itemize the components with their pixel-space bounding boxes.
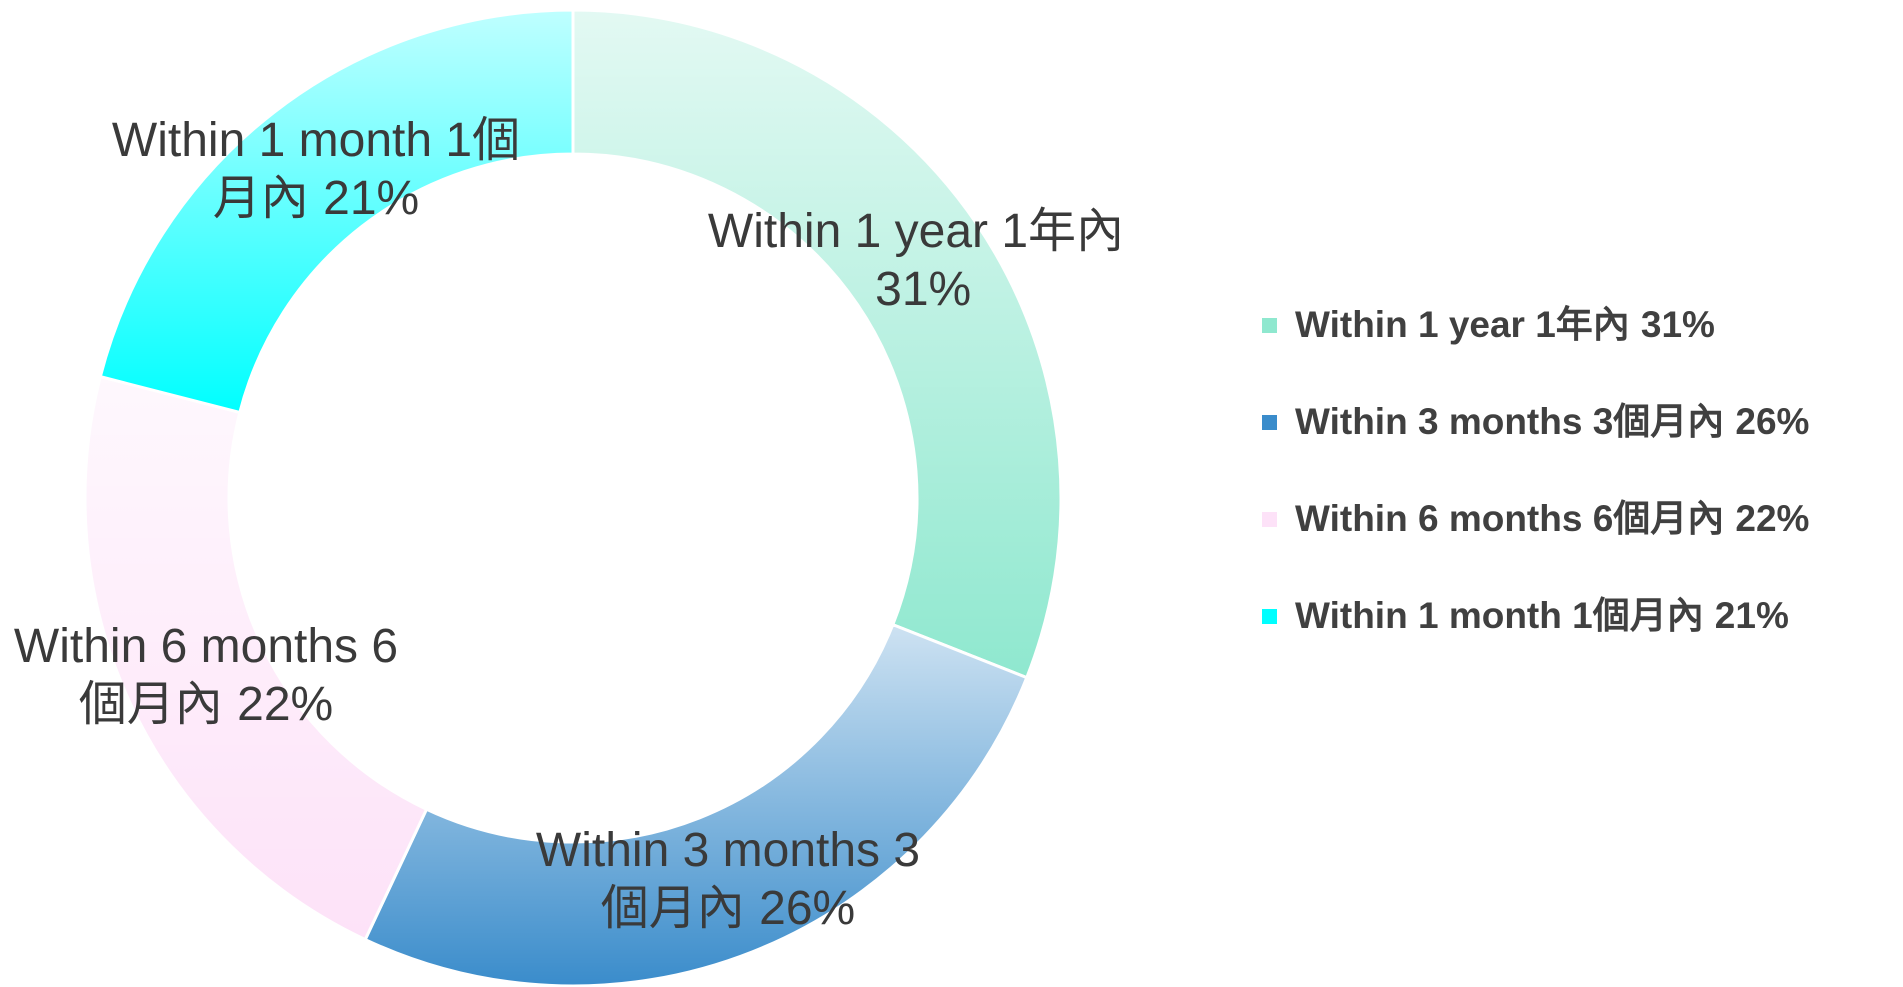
legend-entry: Within 3 months 3個月內 26% [1262,392,1809,489]
legend-entry: Within 1 month 1個月內 21% [1262,586,1809,683]
data-label: Within 6 months 6個月內 22% [11,618,401,734]
data-label: Within 3 months 3個月內 26% [533,822,923,938]
legend: Within 1 year 1年內 31% Within 3 months 3個月內… [1262,295,1809,683]
legend-value: 31% [1640,304,1715,345]
data-label-name: Within 1 year 1年內 [707,205,1125,258]
legend-swatch [1262,609,1277,624]
legend-label: Within 1 year 1年內 [1295,304,1630,345]
data-label: Within 1 month 1個月內 21% [111,112,521,228]
legend-entry: Within 6 months 6個月內 22% [1262,489,1809,586]
data-label-name: Within 1 month 1個月內 [111,114,521,225]
legend-swatch [1262,512,1277,527]
data-label-value: 22% [237,678,334,731]
data-label-value: 26% [759,882,856,935]
data-label-name: Within 3 months 3個月內 [535,824,921,935]
legend-value: 26% [1735,401,1810,442]
data-label: Within 1 year 1年內31% [706,203,1126,319]
legend-value: 21% [1714,595,1789,636]
legend-entry: Within 1 year 1年內 31% [1262,295,1809,392]
legend-swatch [1262,318,1277,333]
data-label-name: Within 6 months 6個月內 [13,620,399,731]
legend-label: Within 3 months 3個月內 [1295,401,1725,442]
data-label-value: 31% [875,263,972,316]
donut-slice [571,8,1063,680]
legend-value: 22% [1735,498,1810,539]
legend-label: Within 1 month 1個月內 [1295,595,1704,636]
data-label-value: 21% [323,172,420,225]
legend-swatch [1262,415,1277,430]
legend-label: Within 6 months 6個月內 [1295,498,1725,539]
